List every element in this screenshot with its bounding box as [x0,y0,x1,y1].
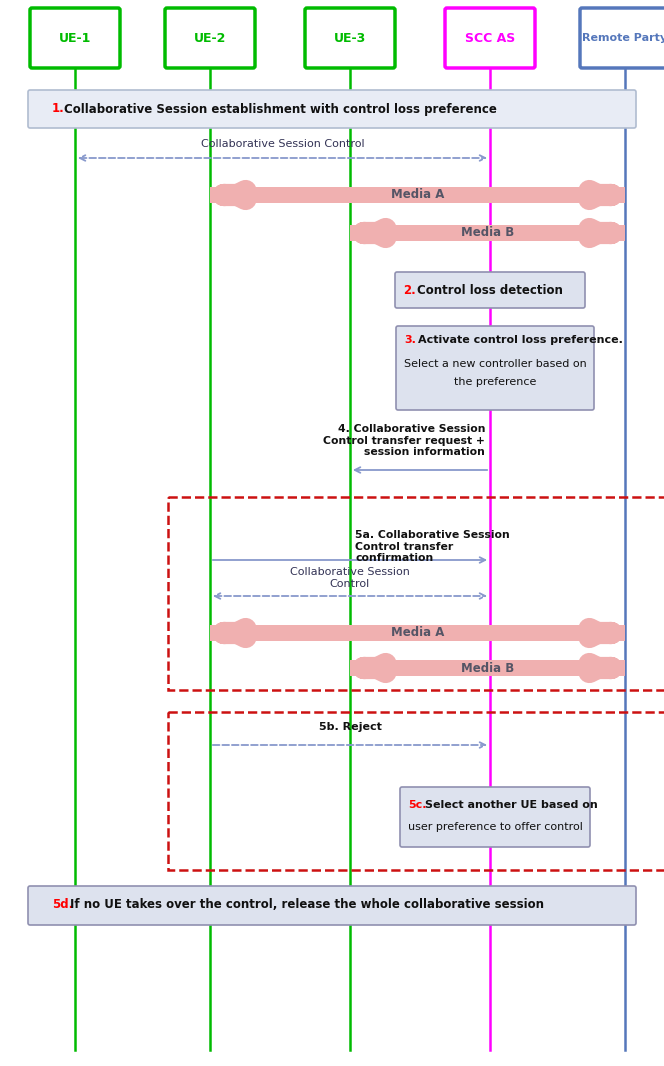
Text: Control loss detection: Control loss detection [417,284,563,296]
FancyBboxPatch shape [396,326,594,410]
Text: 5d.: 5d. [52,899,73,911]
FancyBboxPatch shape [395,272,585,308]
Text: user preference to offer control: user preference to offer control [408,822,582,831]
Bar [350,660,625,676]
FancyBboxPatch shape [580,9,664,68]
FancyBboxPatch shape [305,9,395,68]
Text: the preference: the preference [454,377,537,387]
Text: 5a. Collaborative Session
Control transfer
confirmation: 5a. Collaborative Session Control transf… [355,530,510,563]
Text: 1.: 1. [52,102,65,115]
FancyBboxPatch shape [28,90,636,128]
Text: Media B: Media B [461,662,514,675]
Text: Media A: Media A [391,627,444,640]
Text: UE-3: UE-3 [334,32,366,45]
Text: SCC AS: SCC AS [465,32,515,45]
Text: Activate control loss preference.: Activate control loss preference. [418,335,623,345]
Bar [350,225,625,241]
Text: Select a new controller based on: Select a new controller based on [404,359,586,369]
Text: 2.: 2. [403,284,416,296]
Bar [210,625,625,641]
FancyBboxPatch shape [400,787,590,847]
FancyBboxPatch shape [28,886,636,925]
Bar [210,187,625,203]
Text: If no UE takes over the control, release the whole collaborative session: If no UE takes over the control, release… [70,899,544,911]
Text: Collaborative Session Control: Collaborative Session Control [201,139,365,149]
FancyBboxPatch shape [30,9,120,68]
Text: 5b. Reject: 5b. Reject [319,722,381,732]
Text: Remote Party: Remote Party [582,33,664,43]
Text: UE-1: UE-1 [59,32,91,45]
Text: Collaborative Session
Control: Collaborative Session Control [290,567,410,588]
Text: Media A: Media A [391,189,444,201]
Text: Select another UE based on: Select another UE based on [425,800,598,810]
Text: 3.: 3. [404,335,416,345]
Text: UE-2: UE-2 [194,32,226,45]
FancyBboxPatch shape [165,9,255,68]
Text: 4. Collaborative Session
Control transfer request +
session information: 4. Collaborative Session Control transfe… [323,424,485,457]
Text: 5c.: 5c. [408,800,426,810]
FancyBboxPatch shape [445,9,535,68]
Text: Media B: Media B [461,226,514,240]
Text: Collaborative Session establishment with control loss preference: Collaborative Session establishment with… [64,102,497,115]
